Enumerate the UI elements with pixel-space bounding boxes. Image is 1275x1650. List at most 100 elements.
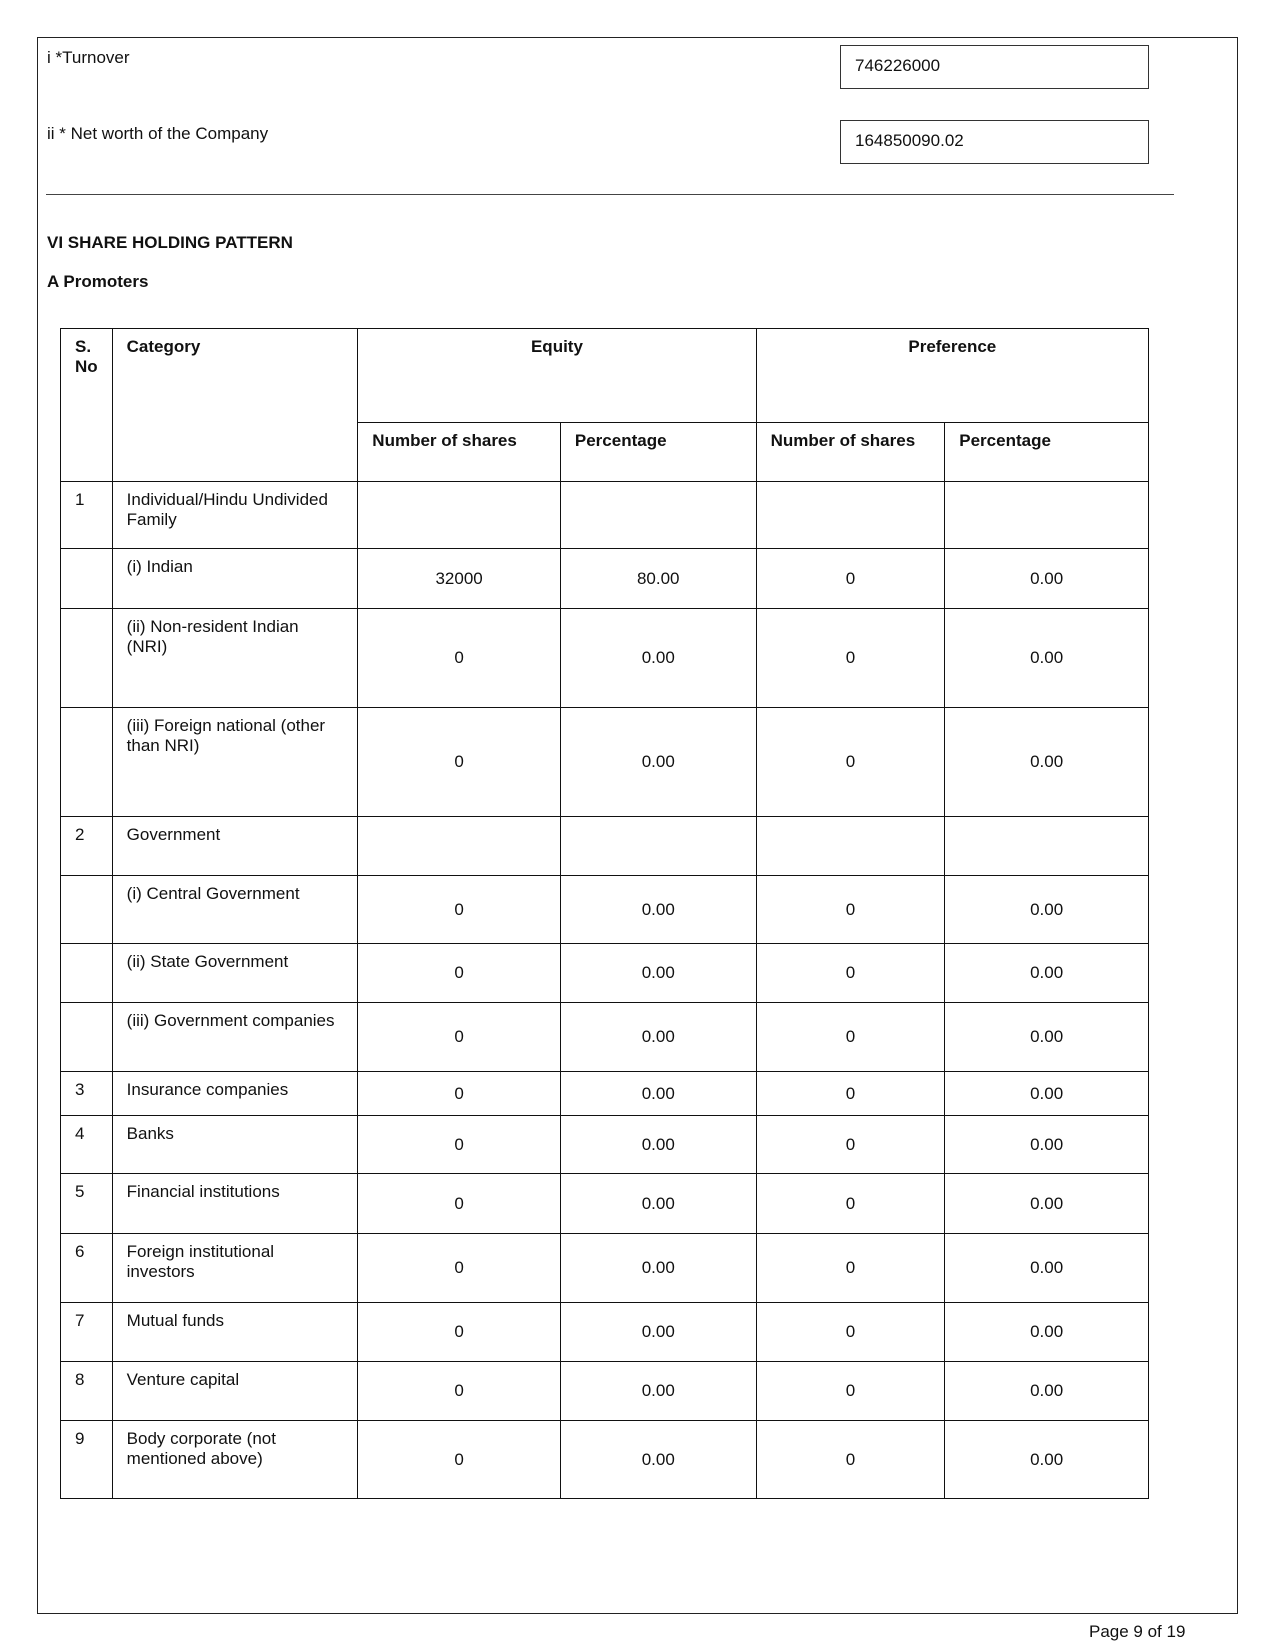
sno-cell: 8 xyxy=(60,1361,113,1421)
table-row: (iii) Government companies 0 0.00 0 0.00 xyxy=(60,1002,1149,1072)
preference-shares-cell: 0 xyxy=(755,1071,946,1116)
table-row: 9 Body corporate (not mentioned above) 0 0.… xyxy=(60,1420,1149,1499)
section-title: VI SHARE HOLDING PATTERN xyxy=(47,233,293,252)
networth-field[interactable]: 164850090.02 xyxy=(840,120,1149,164)
preference-percentage-cell: 0.00 xyxy=(944,1302,1149,1362)
sno-cell: 7 xyxy=(60,1302,113,1362)
preference-shares-cell xyxy=(755,481,946,549)
category-cell: (iii) Foreign national (other than NRI) xyxy=(111,707,359,817)
equity-percentage-cell: 0.00 xyxy=(559,707,757,817)
preference-shares-cell: 0 xyxy=(755,1361,946,1421)
preference-shares-cell: 0 xyxy=(755,1002,946,1072)
equity-percentage-cell: 0.00 xyxy=(559,1233,757,1303)
equity-percentage-cell: 0.00 xyxy=(559,1002,757,1072)
preference-percentage-cell: 0.00 xyxy=(944,1071,1149,1116)
sno-cell xyxy=(60,1002,113,1072)
table-row: 4 Banks 0 0.00 0 0.00 xyxy=(60,1115,1149,1174)
category-cell: Individual/Hindu Undivided Family xyxy=(111,481,359,549)
preference-shares-cell: 0 xyxy=(755,548,946,609)
table-row: (iii) Foreign national (other than NRI) 0… xyxy=(60,707,1149,817)
equity-shares-cell: 0 xyxy=(357,1361,561,1421)
sno-cell: 6 xyxy=(60,1233,113,1303)
sno-cell: 2 xyxy=(60,816,113,876)
category-cell: (i) Central Government xyxy=(111,875,359,944)
table-row: (ii) State Government 0 0.00 0 0.00 xyxy=(60,943,1149,1003)
preference-shares-cell: 0 xyxy=(755,608,946,708)
sno-cell: 4 xyxy=(60,1115,113,1174)
shareholding-table: S. No Category Equity Preference Number … xyxy=(60,328,1150,1499)
equity-shares-cell: 0 xyxy=(357,1420,561,1499)
table-row: 5 Financial institutions 0 0.00 0 0.00 xyxy=(60,1173,1149,1234)
equity-percentage-cell: 80.00 xyxy=(559,548,757,609)
header-pref-num-shares: Number of shares xyxy=(755,422,946,482)
preference-percentage-cell: 0.00 xyxy=(944,943,1149,1003)
header-preference: Preference xyxy=(755,328,1150,423)
preference-percentage-cell: 0.00 xyxy=(944,1115,1149,1174)
equity-shares-cell: 0 xyxy=(357,875,561,944)
preference-percentage-cell xyxy=(944,816,1149,876)
preference-percentage-cell: 0.00 xyxy=(944,548,1149,609)
sno-cell: 9 xyxy=(60,1420,113,1499)
sno-cell xyxy=(60,943,113,1003)
category-cell: (ii) State Government xyxy=(111,943,359,1003)
table-row: (i) Indian 32000 80.00 0 0.00 xyxy=(60,548,1149,609)
equity-shares-cell: 0 xyxy=(357,707,561,817)
page-number: Page 9 of 19 xyxy=(1089,1622,1186,1641)
page-frame xyxy=(37,37,1238,1614)
table-row: 8 Venture capital 0 0.00 0 0.00 xyxy=(60,1361,1149,1421)
sno-cell: 3 xyxy=(60,1071,113,1116)
category-cell: Financial institutions xyxy=(111,1173,359,1234)
equity-percentage-cell xyxy=(559,481,757,549)
preference-shares-cell: 0 xyxy=(755,1233,946,1303)
preference-percentage-cell xyxy=(944,481,1149,549)
preference-shares-cell: 0 xyxy=(755,1420,946,1499)
equity-percentage-cell: 0.00 xyxy=(559,608,757,708)
equity-shares-cell: 0 xyxy=(357,1115,561,1174)
preference-percentage-cell: 0.00 xyxy=(944,1361,1149,1421)
preference-shares-cell: 0 xyxy=(755,1302,946,1362)
table-row: 1 Individual/Hindu Undivided Family xyxy=(60,481,1149,549)
equity-shares-cell xyxy=(357,481,561,549)
sno-cell: 1 xyxy=(60,481,113,549)
equity-percentage-cell: 0.00 xyxy=(559,875,757,944)
equity-shares-cell: 0 xyxy=(357,1233,561,1303)
preference-shares-cell: 0 xyxy=(755,707,946,817)
sno-cell xyxy=(60,608,113,708)
sno-cell: 5 xyxy=(60,1173,113,1234)
category-cell: Insurance companies xyxy=(111,1071,359,1116)
equity-percentage-cell: 0.00 xyxy=(559,1173,757,1234)
header-pref-percentage: Percentage xyxy=(944,422,1149,482)
equity-shares-cell: 0 xyxy=(357,1173,561,1234)
table-row: 7 Mutual funds 0 0.00 0 0.00 xyxy=(60,1302,1149,1362)
table-row: 2 Government xyxy=(60,816,1149,876)
equity-shares-cell: 0 xyxy=(357,943,561,1003)
table-row: (ii) Non-resident Indian (NRI) 0 0.00 0 0.00 xyxy=(60,608,1149,708)
equity-percentage-cell: 0.00 xyxy=(559,1071,757,1116)
turnover-field[interactable]: 746226000 xyxy=(840,45,1149,89)
preference-percentage-cell: 0.00 xyxy=(944,1233,1149,1303)
equity-percentage-cell: 0.00 xyxy=(559,1420,757,1499)
category-cell: (ii) Non-resident Indian (NRI) xyxy=(111,608,359,708)
divider xyxy=(46,194,1174,195)
preference-percentage-cell: 0.00 xyxy=(944,608,1149,708)
header-category: Category xyxy=(111,328,359,482)
category-cell: Venture capital xyxy=(111,1361,359,1421)
sno-cell xyxy=(60,707,113,817)
equity-shares-cell: 0 xyxy=(357,608,561,708)
preference-percentage-cell: 0.00 xyxy=(944,875,1149,944)
category-cell: Government xyxy=(111,816,359,876)
table-row: 6 Foreign institutional investors 0 0.00 0 0.… xyxy=(60,1233,1149,1303)
subsection-title: A Promoters xyxy=(47,272,149,291)
turnover-label: i *Turnover xyxy=(47,48,130,67)
equity-percentage-cell: 0.00 xyxy=(559,1361,757,1421)
sno-cell xyxy=(60,548,113,609)
preference-shares-cell: 0 xyxy=(755,875,946,944)
preference-shares-cell: 0 xyxy=(755,943,946,1003)
table-row: (i) Central Government 0 0.00 0 0.00 xyxy=(60,875,1149,944)
header-equity-num-shares: Number of shares xyxy=(357,422,561,482)
preference-shares-cell xyxy=(755,816,946,876)
equity-percentage-cell: 0.00 xyxy=(559,1302,757,1362)
category-cell: Foreign institutional investors xyxy=(111,1233,359,1303)
equity-shares-cell: 0 xyxy=(357,1302,561,1362)
